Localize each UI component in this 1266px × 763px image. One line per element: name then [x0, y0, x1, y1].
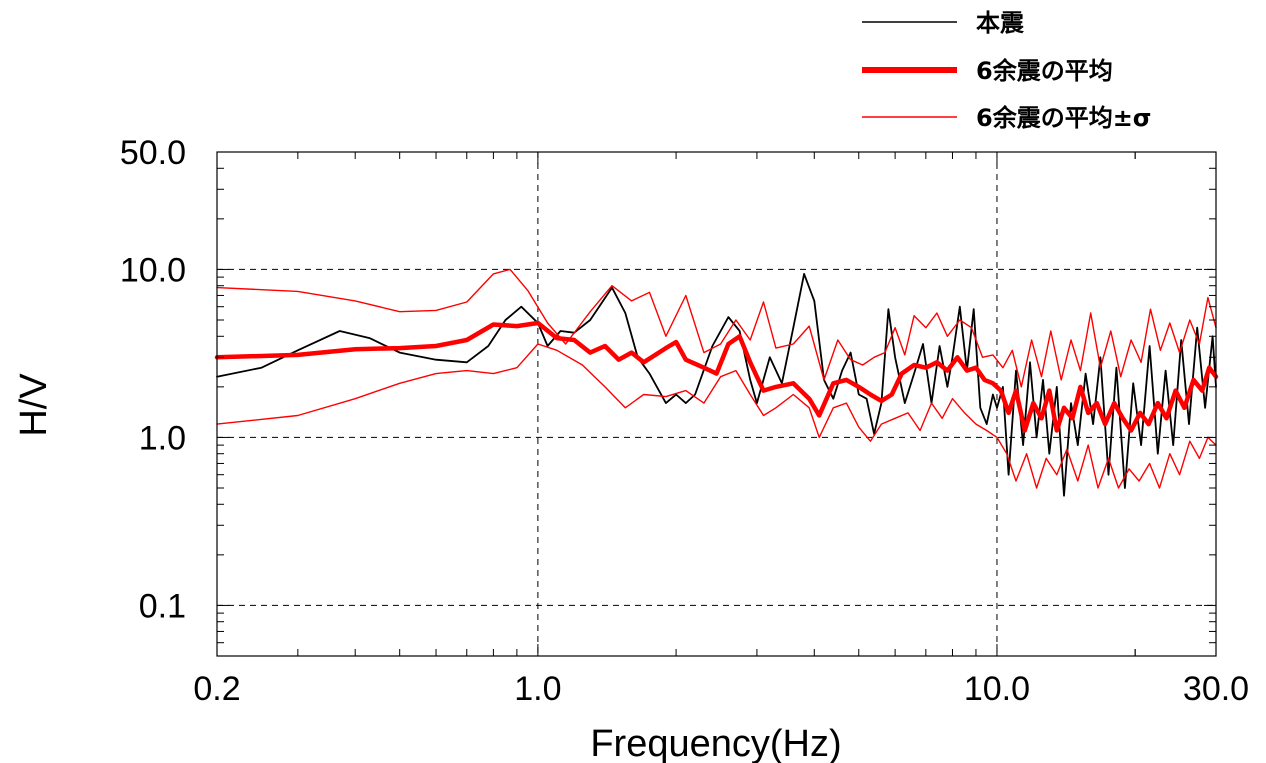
legend: 本震 6余震の平均 6余震の平均±σ: [862, 9, 1152, 132]
legend-label-mainshock: 本震: [976, 9, 1025, 37]
x-tick-label: 0.2: [193, 670, 240, 708]
x-axis-title: Frequency(Hz): [590, 723, 841, 763]
grid-lines: [217, 152, 1216, 656]
legend-label-aftershock-mean: 6余震の平均: [976, 57, 1113, 85]
series-line-1: [214, 320, 1219, 433]
series-line-2: [216, 268, 1217, 388]
axis-ticks: [216, 151, 1217, 657]
x-tick-label: 10.0: [964, 670, 1030, 708]
y-tick-label: 50.0: [120, 134, 186, 172]
y-tick-label: 1.0: [139, 419, 186, 457]
x-tick-label: 1.0: [514, 670, 561, 708]
series-lines: [214, 268, 1219, 497]
x-tick-label: 30.0: [1183, 670, 1249, 708]
y-tick-label: 0.1: [139, 587, 186, 625]
y-tick-label: 10.0: [120, 251, 186, 289]
legend-label-aftershock-sigma: 6余震の平均±σ: [976, 104, 1152, 132]
plot-border: [216, 151, 1217, 657]
series-line-3: [216, 343, 1217, 489]
plot-frame: [216, 151, 1217, 657]
series-line-0: [216, 273, 1217, 497]
tick-labels: 0.2 1.0 10.0 30.0 50.0 10.0 1.0 0.1: [120, 134, 1249, 708]
y-axis-title: H/V: [13, 373, 55, 437]
